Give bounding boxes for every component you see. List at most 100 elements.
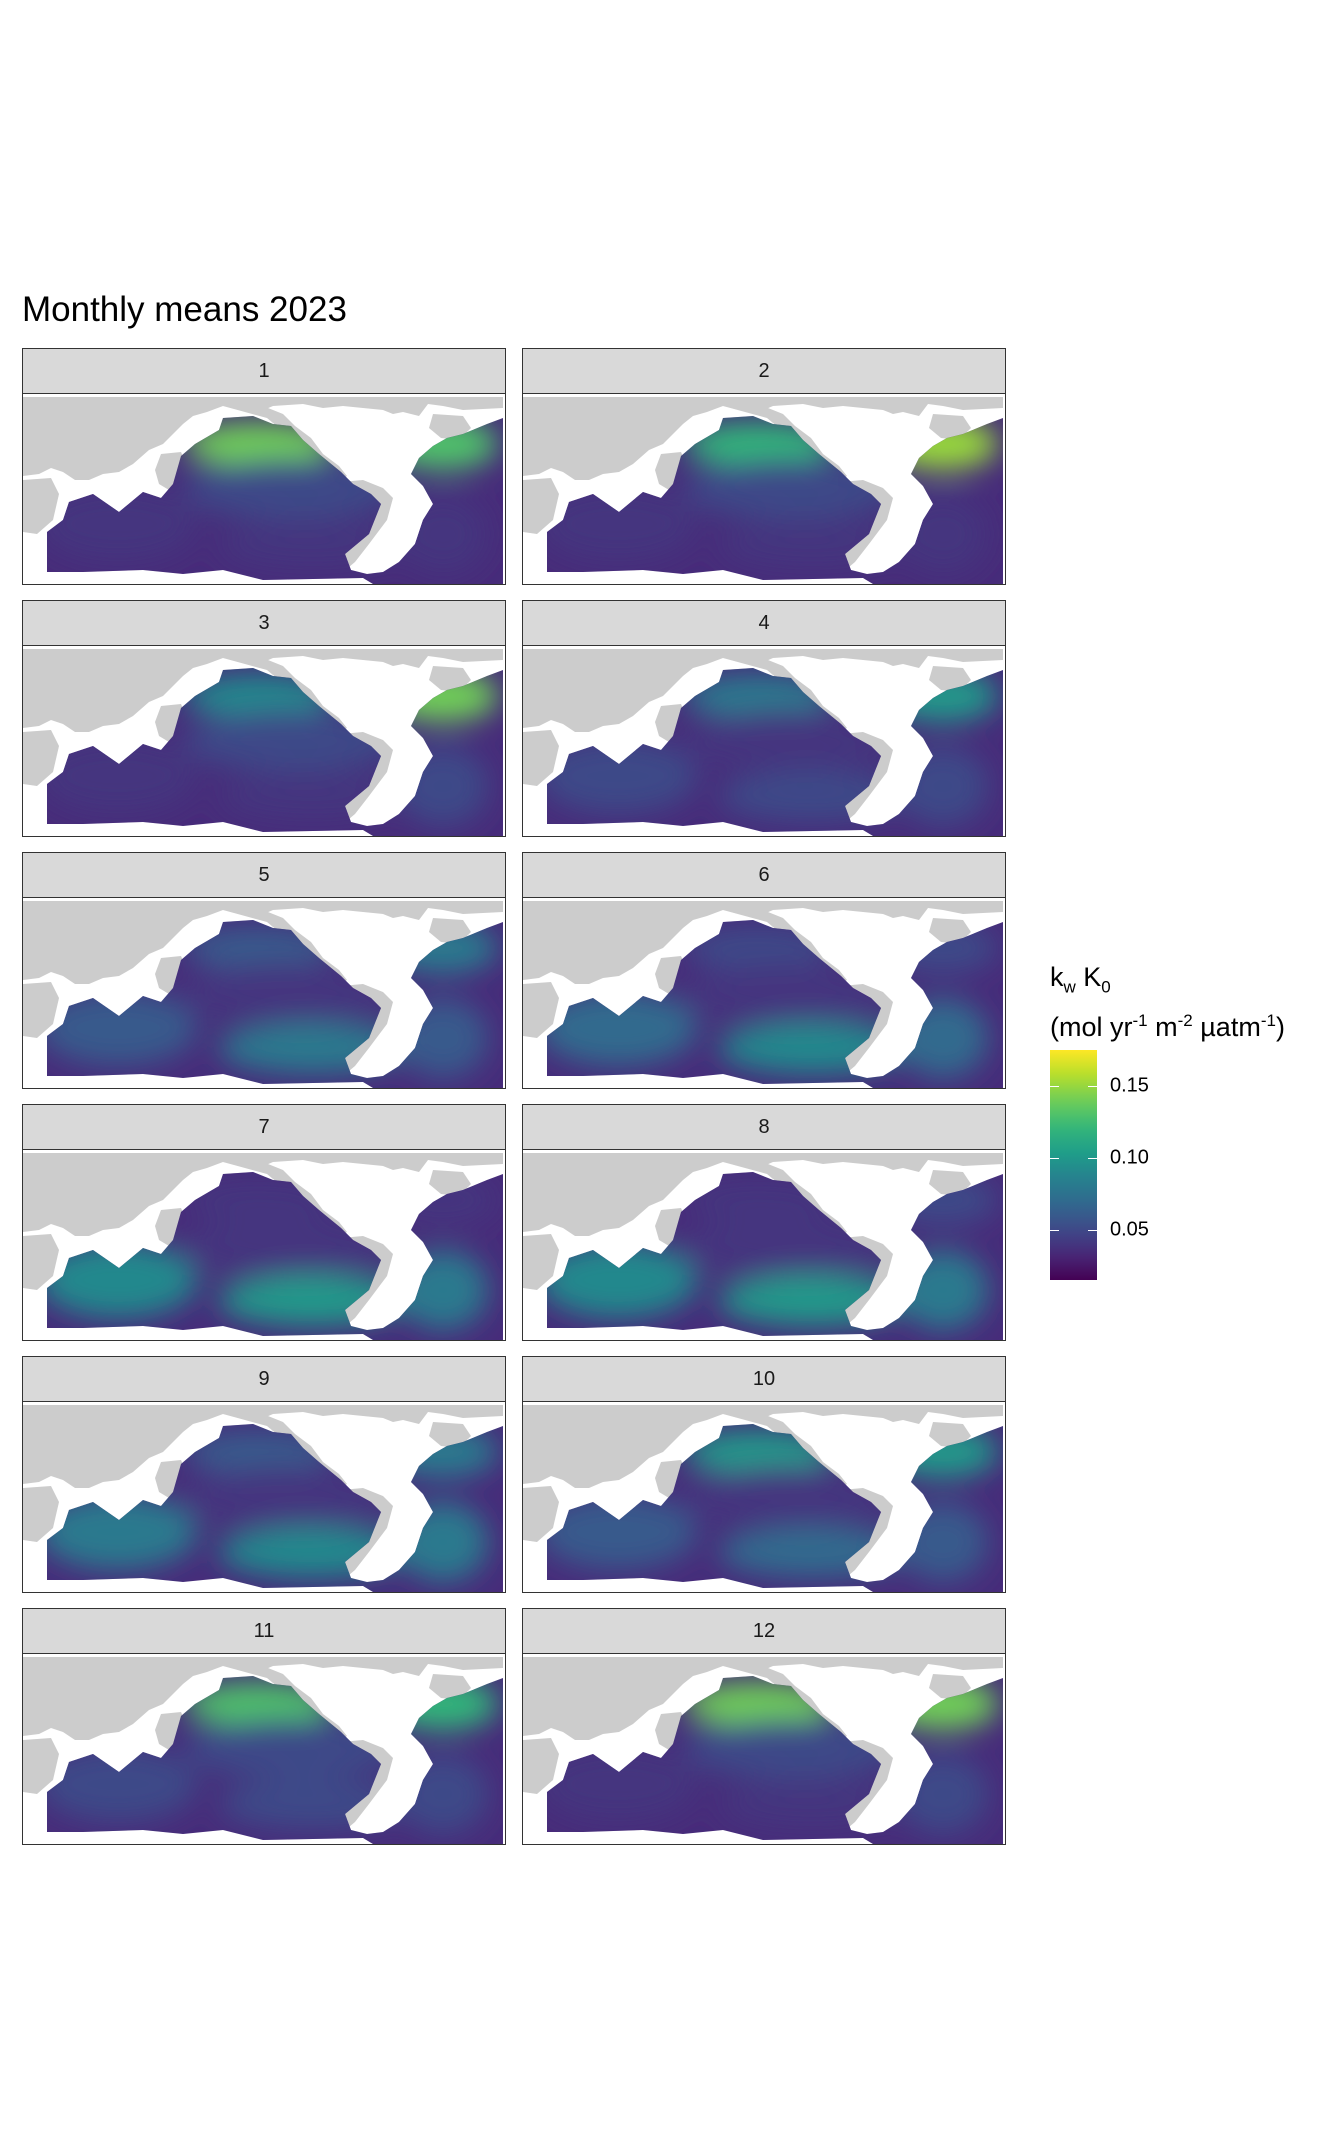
land-polygon [523,1657,1003,1740]
region-value-north-pacific [183,1682,333,1726]
land-polygon [23,901,503,984]
land-polygon [523,1153,1003,1236]
legend-unit-mid1: m [1147,1012,1178,1043]
legend-title-sub-0: 0 [1101,977,1111,997]
facet-strip-label: 10 [522,1356,1006,1402]
facet-strip-label: 2 [522,348,1006,394]
legend-title: kw K0 (mol yr-1 m-2 µatm-1) [1050,960,1285,1044]
region-value-south-atlantic [898,1502,988,1582]
colorbar-legend: kw K0 (mol yr-1 m-2 µatm-1) 0.05 0.10 0.15 [1050,960,1285,1280]
map-panel [522,1401,1006,1593]
region-value-indian-ocean [47,738,198,814]
region-value-south-atlantic [898,998,988,1078]
facet-strip-label: 5 [22,852,506,898]
land-polygon [23,478,59,534]
region-value-south-atlantic [898,746,988,826]
region-value-indian-ocean [47,486,198,562]
facet-panel-month-8: 8 [522,1104,1006,1341]
facet-panel-month-4: 4 [522,600,1006,837]
land-polygon [655,1460,687,1498]
land-polygon [523,478,559,534]
land-polygon [429,1170,471,1196]
facet-panel-month-5: 5 [22,852,506,1089]
region-value-south-atlantic [398,1502,488,1582]
land-polygon [23,982,59,1038]
facet-panel-month-6: 6 [522,852,1006,1089]
land-polygon [23,1153,503,1236]
legend-unit-prefix: (mol yr [1050,1012,1133,1043]
region-value-south-atlantic [398,998,488,1078]
land-polygon [655,1208,687,1246]
land-polygon [155,1208,187,1246]
legend-title-k: k [1050,962,1064,992]
region-value-north-pacific [683,1682,833,1726]
map-panel [522,897,1006,1089]
region-value-north-pacific [183,674,333,718]
facet-panel-month-10: 10 [522,1356,1006,1593]
region-value-indian-ocean [547,738,698,814]
colorbar-tick-mark [1050,1229,1059,1231]
legend-unit-sup3: -1 [1260,1011,1276,1031]
region-value-north-pacific [683,926,833,970]
legend-unit-mid2: µatm [1192,1012,1261,1043]
land-polygon [523,901,1003,984]
facet-strip-label: 7 [22,1104,506,1150]
facet-panel-month-11: 11 [22,1608,506,1845]
map-panel [522,393,1006,585]
land-polygon [429,1674,471,1700]
legend-title-sub-w: w [1063,977,1076,997]
facet-strip-label: 4 [522,600,1006,646]
land-polygon [23,1486,59,1542]
land-polygon [23,1234,59,1290]
colorbar-tick-label: 0.05 [1110,1218,1149,1241]
land-polygon [429,414,471,440]
map-panel [22,1149,506,1341]
region-value-south-atlantic [898,494,988,574]
colorbar-tick-mark [1050,1085,1059,1087]
legend-unit-sup1: -1 [1132,1011,1148,1031]
facet-panel-month-3: 3 [22,600,506,837]
map-panel [22,393,506,585]
map-panel [522,1653,1006,1845]
legend-title-K: K [1075,962,1102,992]
land-polygon [155,1712,187,1750]
region-value-north-pacific [183,422,333,466]
region-value-south-atlantic [898,1250,988,1330]
facet-panel-month-9: 9 [22,1356,506,1593]
facet-panel-month-12: 12 [522,1608,1006,1845]
land-polygon [523,1234,559,1290]
region-value-indian-ocean [547,486,698,562]
land-polygon [23,1738,59,1794]
facet-strip-label: 8 [522,1104,1006,1150]
chart-title: Monthly means 2023 [22,290,347,329]
land-polygon [523,397,1003,480]
land-polygon [929,1674,971,1700]
region-value-north-pacific [683,422,833,466]
map-panel [22,645,506,837]
land-polygon [155,704,187,742]
region-value-indian-ocean [47,1494,198,1570]
region-value-south-atlantic [398,494,488,574]
land-polygon [429,918,471,944]
colorbar-tick-mark [1088,1229,1097,1231]
land-polygon [23,397,503,480]
facet-strip-label: 6 [522,852,1006,898]
region-value-north-pacific [683,1430,833,1474]
region-value-north-pacific [683,674,833,718]
region-value-south-atlantic [398,1754,488,1834]
region-value-indian-ocean [47,990,198,1066]
region-value-indian-ocean [547,1494,698,1570]
region-value-south-atlantic [398,1250,488,1330]
colorbar-tick-label: 0.10 [1110,1146,1149,1169]
land-polygon [655,956,687,994]
map-panel [22,1653,506,1845]
facet-strip-label: 1 [22,348,506,394]
region-value-indian-ocean [547,1746,698,1822]
land-polygon [23,649,503,732]
land-polygon [429,1422,471,1448]
land-polygon [929,1170,971,1196]
facet-panel-month-7: 7 [22,1104,506,1341]
region-value-north-pacific [183,926,333,970]
legend-unit-sup2: -2 [1177,1011,1193,1031]
region-value-south-atlantic [898,1754,988,1834]
